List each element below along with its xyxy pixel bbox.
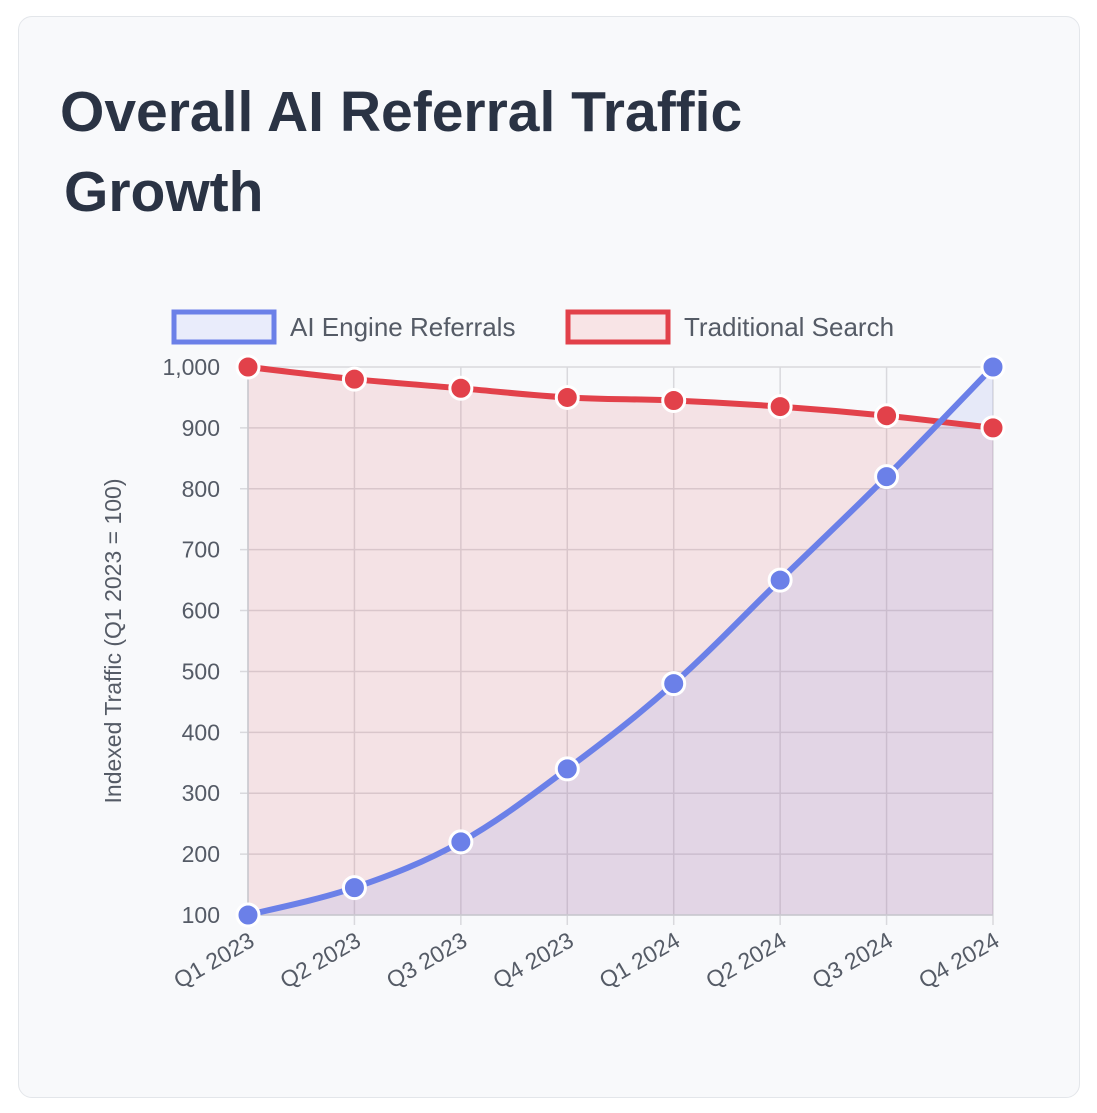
data-point[interactable]: [448, 829, 474, 855]
x-tick-label: Q3 2024: [808, 927, 898, 994]
data-point[interactable]: [341, 366, 367, 392]
data-point[interactable]: [554, 756, 580, 782]
chart-card: [18, 16, 1080, 1098]
data-point[interactable]: [235, 354, 261, 380]
chart-title: Overall AI Referral Traffic Growth: [60, 72, 820, 232]
area-layer: [248, 367, 993, 915]
y-tick-label: 700: [182, 537, 220, 563]
chart-title-line-1: Overall AI Referral Traffic: [60, 80, 743, 144]
legend-swatch[interactable]: [565, 309, 671, 345]
y-tick-label: 800: [182, 476, 220, 502]
series-area: [248, 367, 993, 915]
y-axis-title: Indexed Traffic (Q1 2023 = 100): [100, 479, 126, 804]
x-tick-label: Q3 2023: [382, 927, 471, 994]
chart-title-line-2: Growth: [64, 160, 264, 224]
x-tick-label: Q4 2024: [914, 927, 1004, 994]
y-tick-label: 100: [182, 902, 220, 928]
data-point[interactable]: [980, 415, 1006, 441]
data-point[interactable]: [235, 902, 261, 928]
x-tick-label: Q4 2023: [488, 927, 577, 994]
y-tick-label: 600: [182, 598, 220, 624]
data-point[interactable]: [874, 403, 900, 429]
data-point[interactable]: [980, 354, 1006, 380]
data-point[interactable]: [341, 875, 367, 901]
data-point[interactable]: [661, 671, 687, 697]
y-tick-label: 500: [182, 658, 220, 684]
data-point[interactable]: [767, 567, 793, 593]
y-tick-label: 300: [182, 780, 220, 806]
legend-swatch[interactable]: [171, 309, 277, 345]
y-tick-label: 200: [182, 841, 220, 867]
x-tick-label: Q1 2023: [169, 927, 258, 994]
series-area: [248, 367, 993, 915]
legend-label[interactable]: AI Engine Referrals: [290, 312, 515, 342]
x-tick-label: Q2 2023: [276, 927, 365, 994]
data-point[interactable]: [661, 387, 687, 413]
data-point[interactable]: [874, 464, 900, 490]
point-layer: [235, 354, 1006, 928]
data-point[interactable]: [448, 375, 474, 401]
y-tick-label: 1,000: [162, 354, 220, 380]
data-point[interactable]: [554, 384, 580, 410]
data-point[interactable]: [767, 394, 793, 420]
y-tick-label: 900: [182, 415, 220, 441]
x-tick-label: Q2 2024: [701, 927, 791, 994]
x-tick-label: Q1 2024: [595, 927, 685, 994]
y-tick-label: 400: [182, 719, 220, 745]
legend-label[interactable]: Traditional Search: [684, 312, 894, 342]
axis-layer: [247, 367, 993, 916]
legend: AI Engine Referrals Traditional Search: [171, 309, 894, 345]
